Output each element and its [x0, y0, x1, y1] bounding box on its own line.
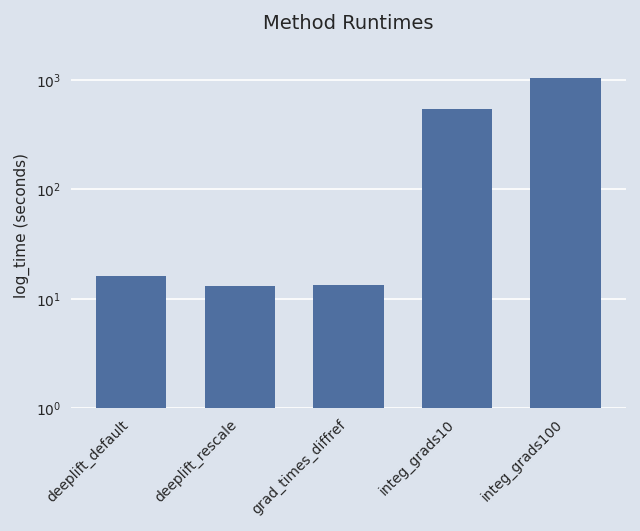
Bar	[422, 108, 492, 531]
Bar	[531, 78, 601, 531]
Y-axis label: log_time (seconds): log_time (seconds)	[14, 153, 30, 298]
Bar	[205, 286, 275, 531]
Bar	[96, 277, 166, 531]
Bar	[313, 285, 384, 531]
Title: Method Runtimes: Method Runtimes	[263, 14, 434, 33]
